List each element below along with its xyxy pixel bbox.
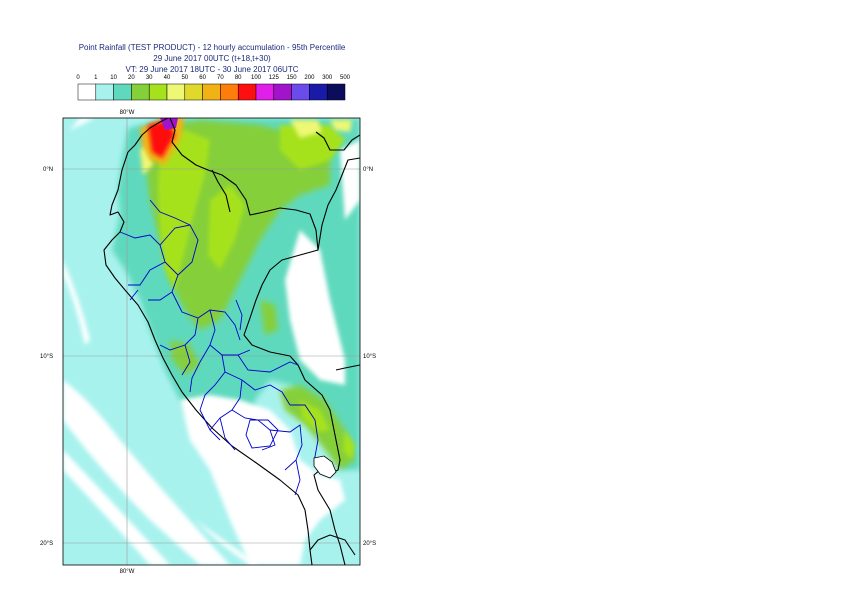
legend-tick-label: 60 [199, 75, 206, 81]
legend-tick-label: 150 [287, 75, 298, 81]
latitude-label-right-20: 20°S [363, 541, 376, 547]
map-title: Point Rainfall (TEST PRODUCT) - 12 hourl… [78, 43, 346, 52]
map-panel [63, 118, 360, 565]
legend-tick-label: 300 [322, 75, 333, 81]
legend-tick-label: 100 [251, 75, 262, 81]
legend-tick-label: 70 [217, 75, 224, 81]
legend-swatch [166, 83, 186, 101]
legend-swatch [291, 83, 310, 101]
legend-swatch [237, 83, 257, 101]
latitude-label-left-10: 10°S [40, 354, 53, 360]
legend-tick-label: 200 [304, 75, 315, 81]
dry-ocean-streaks [63, 118, 260, 565]
legend-tick-label: 500 [340, 75, 351, 81]
legend-swatch [309, 83, 328, 101]
legend-tick-label: 50 [181, 75, 188, 81]
legend-tick-label: 125 [269, 75, 280, 81]
legend-swatches [77, 83, 346, 101]
legend-swatch [77, 83, 97, 101]
latitude-label-right-10: 10°S [363, 354, 376, 360]
latitude-label-left-20: 20°S [40, 541, 53, 547]
extreme-rain-core [140, 118, 185, 165]
legend-tick-labels: 0 1 10 20 30 40 50 60 70 80 100 125 150 200 300 500 [76, 75, 350, 81]
legend-tick-label: 1 [94, 75, 98, 81]
legend-swatch [184, 83, 203, 101]
legend-swatch [95, 83, 114, 101]
longitude-label-top: 80°W [120, 110, 135, 116]
map-subtitle-base-time: 29 June 2017 00UTC (t+18,t+30) [153, 54, 271, 63]
legend-tick-label: 20 [128, 75, 135, 81]
longitude-label-bottom: 80°W [120, 569, 135, 575]
legend-swatch [326, 83, 346, 101]
legend-tick-label: 0 [76, 75, 80, 81]
administrative-boundaries [119, 199, 319, 496]
legend-tick-label: 10 [110, 75, 117, 81]
map-frame [62, 117, 361, 566]
color-legend: 0 1 10 20 30 40 50 60 70 80 100 125 150 200 300 500 [76, 75, 351, 101]
map-subtitle-valid-time: VT: 29 June 2017 18UTC - 30 June 2017 06… [125, 65, 299, 74]
graticule [63, 118, 360, 565]
legend-tick-label: 30 [146, 75, 153, 81]
legend-swatch [202, 83, 221, 101]
legend-swatch [148, 83, 168, 101]
latitude-label-left-0: 0°N [43, 167, 53, 173]
dry-land-areas [180, 140, 360, 565]
legend-swatch [273, 83, 292, 101]
legend-tick-label: 40 [164, 75, 171, 81]
national-borders [103, 118, 360, 565]
legend-swatch [255, 83, 275, 101]
legend-swatch [131, 83, 150, 101]
legend-swatch [113, 83, 132, 101]
lake-titicaca [313, 455, 337, 479]
legend-swatch [220, 83, 239, 101]
latitude-label-right-0: 0°N [363, 167, 373, 173]
legend-tick-label: 80 [235, 75, 242, 81]
heavy-rain-areas [158, 125, 355, 460]
